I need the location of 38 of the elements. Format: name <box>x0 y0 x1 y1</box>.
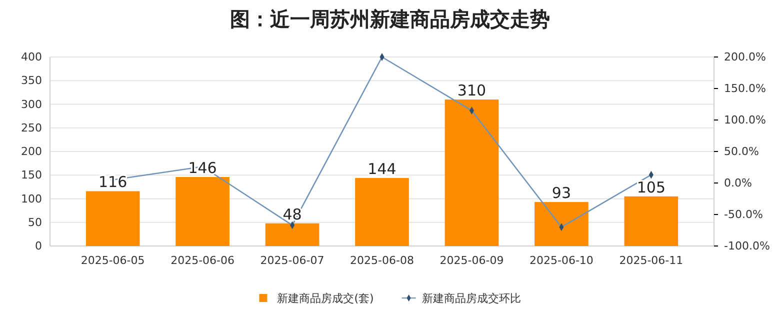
y-tick-label: 400 <box>21 50 42 64</box>
y-tick-label: 200 <box>21 145 42 158</box>
y2-tick-label: 50.0% <box>724 145 759 158</box>
y2-tick-label: -50.0% <box>724 208 763 222</box>
bar <box>355 178 409 246</box>
x-tick-label: 2025-06-09 <box>440 254 504 267</box>
y-tick-label: 0 <box>35 240 42 253</box>
y2-tick-label: 100.0% <box>724 114 766 127</box>
y2-tick-label: -100.0% <box>724 240 770 253</box>
bar <box>534 202 588 246</box>
x-tick-label: 2025-06-10 <box>529 254 594 267</box>
x-tick-label: 2025-06-06 <box>170 254 235 267</box>
data-label: 144 <box>368 160 396 178</box>
y2-tick-label: 150.0% <box>724 82 766 96</box>
x-tick-label: 2025-06-11 <box>619 254 684 267</box>
chart-title: 图：近一周苏州新建商品房成交走势 <box>230 7 550 31</box>
bar <box>624 196 678 246</box>
y-tick-label: 100 <box>21 192 42 206</box>
bar <box>265 223 320 246</box>
y-tick-label: 150 <box>21 168 42 182</box>
x-tick-label: 2025-06-07 <box>260 254 324 267</box>
data-label: 116 <box>98 173 128 192</box>
y-tick-label: 300 <box>21 98 42 111</box>
data-label: 105 <box>636 178 666 196</box>
bar <box>176 177 230 246</box>
y-tick-label: 350 <box>21 74 42 88</box>
bar <box>444 100 499 246</box>
y-tick-label: 250 <box>21 121 42 134</box>
data-label: 93 <box>552 184 572 202</box>
legend-label: 新建商品房成交环比 <box>422 292 521 305</box>
x-tick-label: 2025-06-08 <box>350 254 414 267</box>
bar <box>86 191 140 246</box>
y2-tick-label: 0.0% <box>724 176 752 190</box>
y2-tick-label: 200.0% <box>724 50 766 64</box>
x-tick-label: 2025-06-05 <box>80 254 145 267</box>
legend-label: 新建商品房成交(套) <box>277 292 374 305</box>
y-tick-label: 50 <box>28 216 42 229</box>
data-label: 310 <box>457 82 486 100</box>
